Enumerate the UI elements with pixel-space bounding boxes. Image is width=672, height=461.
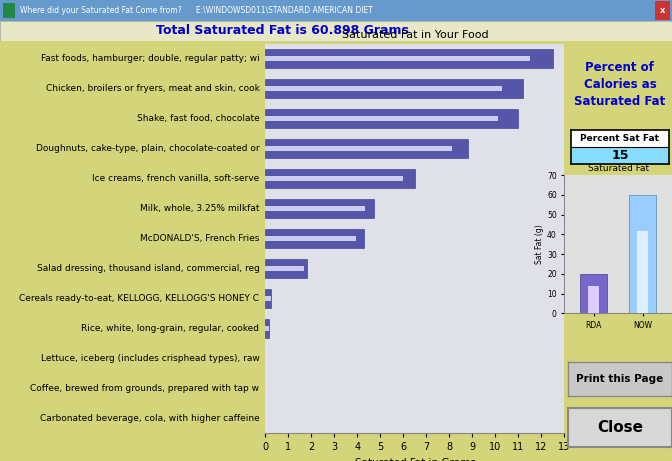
Bar — [265, 326, 269, 331]
Bar — [265, 146, 452, 151]
Text: 15: 15 — [611, 149, 629, 162]
Bar — [265, 176, 403, 181]
Text: Lettuce, iceberg (includes crisphead types), raw: Lettuce, iceberg (includes crisphead typ… — [41, 354, 259, 363]
Title: Saturated Fat: Saturated Fat — [588, 164, 648, 173]
Bar — [265, 259, 307, 278]
Y-axis label: Sat Fat (g): Sat Fat (g) — [536, 225, 544, 264]
Bar — [3, 3, 15, 18]
Text: Salad dressing, thousand island, commercial, reg: Salad dressing, thousand island, commerc… — [36, 264, 259, 273]
Bar — [265, 266, 304, 271]
Text: Fast foods, hamburger; double, regular patty; wi: Fast foods, hamburger; double, regular p… — [41, 54, 259, 63]
Bar — [637, 230, 648, 313]
Bar — [571, 147, 669, 164]
Text: Cereals ready-to-eat, KELLOGG, KELLOGG'S HONEY C: Cereals ready-to-eat, KELLOGG, KELLOGG'S… — [19, 294, 259, 303]
Bar — [655, 1, 670, 20]
Text: Coffee, brewed from grounds, prepared with tap w: Coffee, brewed from grounds, prepared wi… — [30, 384, 259, 393]
Text: Total Saturated Fat is 60.898 Grams: Total Saturated Fat is 60.898 Grams — [156, 24, 409, 37]
Bar — [265, 319, 269, 338]
Bar — [265, 56, 530, 61]
Bar — [265, 206, 365, 211]
Bar — [265, 229, 364, 248]
Text: x: x — [660, 6, 665, 15]
Text: Chicken, broilers or fryers, meat and skin, cook: Chicken, broilers or fryers, meat and sk… — [46, 84, 259, 93]
Text: Where did your Saturated Fat Come from?      E:\WINDOWSD011\STANDARD AMERICAN DI: Where did your Saturated Fat Come from? … — [20, 6, 373, 15]
Title: Saturated Fat in Your Food: Saturated Fat in Your Food — [341, 30, 489, 40]
Bar — [581, 274, 607, 313]
Bar — [265, 289, 271, 308]
X-axis label: Saturated Fat in Grams: Saturated Fat in Grams — [355, 458, 475, 461]
Text: Milk, whole, 3.25% milkfat: Milk, whole, 3.25% milkfat — [140, 204, 259, 213]
Text: Rice, white, long-grain, regular, cooked: Rice, white, long-grain, regular, cooked — [81, 324, 259, 333]
Bar — [265, 116, 498, 121]
Bar — [265, 139, 468, 158]
Bar — [265, 79, 523, 98]
Bar — [589, 286, 599, 313]
Text: Print this Page: Print this Page — [577, 374, 663, 384]
Bar — [629, 195, 656, 313]
Text: Close: Close — [597, 420, 643, 435]
Bar — [265, 86, 503, 91]
Text: Doughnuts, cake-type, plain, chocolate-coated or: Doughnuts, cake-type, plain, chocolate-c… — [36, 144, 259, 153]
Text: Ice creams, french vanilla, soft-serve: Ice creams, french vanilla, soft-serve — [92, 174, 259, 183]
Bar — [265, 169, 415, 188]
Text: Percent Sat Fat: Percent Sat Fat — [581, 134, 659, 143]
Bar — [265, 49, 553, 68]
Text: McDONALD'S, French Fries: McDONALD'S, French Fries — [140, 234, 259, 243]
Text: Shake, fast food, chocolate: Shake, fast food, chocolate — [136, 114, 259, 123]
Bar — [265, 296, 271, 301]
Bar — [265, 199, 374, 218]
Bar — [265, 236, 356, 241]
Text: Carbonated beverage, cola, with higher caffeine: Carbonated beverage, cola, with higher c… — [40, 414, 259, 423]
Bar — [265, 109, 519, 128]
Text: Percent of
Calories as
Saturated Fat: Percent of Calories as Saturated Fat — [575, 61, 665, 108]
